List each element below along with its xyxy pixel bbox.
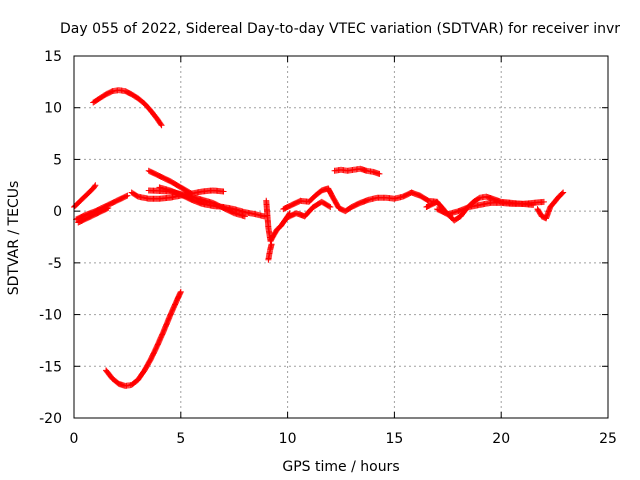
- data-point: [105, 205, 112, 212]
- grid-lines: [74, 56, 608, 418]
- data-point: [559, 190, 566, 197]
- series-spike-9h: [265, 241, 275, 263]
- data-point: [91, 183, 98, 190]
- series-late-lower: [434, 199, 537, 218]
- series-arc-lower: [103, 288, 184, 389]
- data-point: [104, 205, 111, 212]
- data-point: [157, 121, 164, 128]
- data-point: [530, 201, 537, 208]
- series-end: [534, 189, 567, 222]
- series-rise-c: [75, 205, 112, 226]
- data-point: [326, 203, 333, 210]
- x-tick-label: 25: [599, 431, 617, 447]
- tick-labels: 0 5 10 15 20 25 -20 -15 -10 -5 0 5 10 15: [39, 49, 617, 447]
- y-tick-label: 15: [44, 49, 62, 65]
- plot-frame: [73, 55, 609, 419]
- series-segment-b: [145, 167, 195, 197]
- chart-title: Day 055 of 2022, Sidereal Day-to-day VTE…: [60, 21, 620, 37]
- data-point: [327, 204, 334, 211]
- tick-marks: [73, 55, 609, 419]
- y-tick-label: -15: [39, 359, 62, 375]
- series-rise-a: [71, 182, 99, 211]
- y-tick-label: -5: [48, 256, 62, 272]
- data-point: [158, 122, 165, 129]
- x-tick-label: 20: [492, 431, 510, 447]
- series-middle: [280, 185, 441, 215]
- data-point: [92, 182, 99, 189]
- data-point: [376, 170, 383, 177]
- x-tick-label: 15: [385, 431, 403, 447]
- series-late: [423, 193, 547, 224]
- x-tick-label: 5: [176, 431, 185, 447]
- x-tick-label: 0: [70, 431, 79, 447]
- series-arc-upper: [90, 87, 165, 129]
- series-middle-lower: [284, 198, 334, 221]
- data-point: [560, 189, 567, 196]
- series-segment-d: [156, 184, 268, 220]
- series-plateau-12h: [331, 165, 383, 177]
- series-near-9h: [263, 197, 293, 245]
- data-points: [71, 87, 567, 389]
- y-tick-label: 10: [44, 101, 62, 117]
- y-tick-label: -20: [39, 411, 62, 427]
- data-point: [540, 198, 547, 205]
- y-tick-label: 5: [53, 152, 62, 168]
- y-axis-label: SDTVAR / TECUs: [6, 181, 22, 296]
- series-segment-a: [128, 187, 227, 202]
- y-tick-label: -10: [39, 308, 62, 324]
- data-point: [124, 192, 131, 199]
- data-point: [220, 188, 227, 195]
- data-point: [177, 288, 184, 295]
- y-tick-label: 0: [53, 204, 62, 220]
- data-point: [123, 193, 130, 200]
- data-point: [268, 241, 275, 248]
- x-axis-label: GPS time / hours: [282, 459, 399, 475]
- x-tick-label: 10: [279, 431, 297, 447]
